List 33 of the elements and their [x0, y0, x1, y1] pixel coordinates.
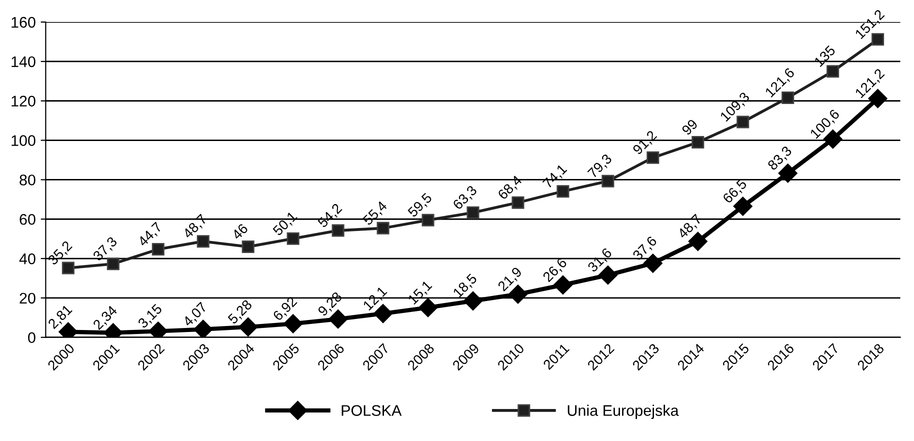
data-label: 37,6	[632, 236, 658, 262]
data-label: 50,1	[272, 210, 299, 238]
data-label: 2,81	[47, 304, 74, 330]
data-label: 66,5	[722, 178, 748, 205]
y-tick-label: 20	[20, 292, 36, 304]
data-label: 99	[681, 118, 698, 136]
data-label: 9,28	[317, 291, 344, 318]
data-label: 79,3	[587, 153, 614, 180]
y-tick-label: 120	[12, 96, 36, 107]
y-tick-label: 80	[20, 174, 36, 186]
data-label: 68,4	[497, 174, 524, 202]
data-label: 3,15	[137, 303, 164, 330]
data-label: 46	[231, 223, 248, 240]
data-label: 135	[814, 44, 836, 68]
y-tick-label: 40	[19, 253, 36, 264]
data-label: 63,3	[452, 184, 479, 212]
data-label: 83,3	[767, 145, 794, 172]
point	[242, 240, 254, 253]
y-tick-label: 140	[12, 56, 36, 68]
y-tick-label: 100	[12, 135, 36, 146]
data-label: 26,6	[542, 257, 569, 284]
legend-label: Unia Europejska	[568, 404, 679, 419]
y-tick-label: 60	[20, 214, 36, 225]
legend-label: POLSKA	[342, 405, 402, 416]
y-tick-label: 160	[12, 16, 36, 28]
data-label: 91,2	[632, 130, 658, 156]
point	[692, 136, 704, 149]
data-label: 5,28	[227, 299, 254, 326]
data-label: 37,3	[92, 236, 119, 263]
data-label: 6,92	[272, 296, 299, 322]
y-tick-label: 0	[28, 332, 36, 344]
data-label: 31,6	[587, 247, 614, 274]
data-label: 59,5	[407, 192, 434, 219]
